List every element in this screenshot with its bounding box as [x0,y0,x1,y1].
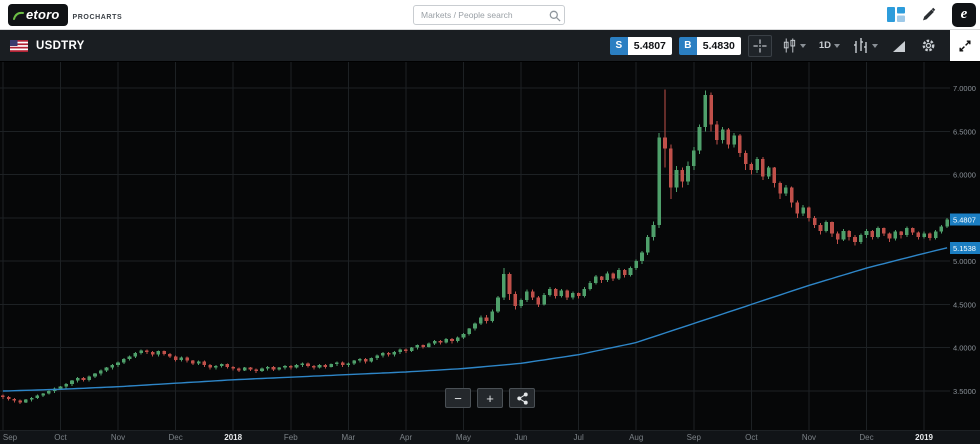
crosshair-button[interactable] [747,34,772,57]
zoom-controls: − + [445,388,535,408]
us-flag-icon [10,39,28,52]
buy-letter: B [678,36,697,55]
candles [1,89,949,405]
instrument-symbol: USDTRY [36,39,85,52]
svg-text:5.1538: 5.1538 [953,244,976,253]
price-badge: 5.1538 [950,241,980,254]
search-input[interactable] [413,5,565,25]
pencil-icon[interactable] [921,7,936,22]
sell-widget[interactable]: S 5.4807 [609,36,672,55]
gear-icon [921,38,936,53]
search-icon [549,9,561,27]
x-axis-label: Feb [283,433,298,442]
x-axis-label: 2019 [915,433,933,442]
x-axis-label: Dec [859,433,874,442]
chart-toolbar: USDTRY S 5.4807 B 5.4830 [0,30,980,62]
y-axis-label: 5.0000 [953,257,976,266]
x-axis-label: Nov [801,433,817,442]
ohlc-bars-icon [853,38,869,53]
chevron-down-icon [799,43,806,48]
x-axis-label: Mar [341,433,356,442]
logo-text: etoro [26,7,60,22]
chevron-down-icon [872,43,878,48]
expand-icon [956,37,974,55]
logo-subtitle: PROCHARTS [72,14,123,21]
chevron-down-icon [834,43,840,48]
settings-button[interactable] [917,35,939,57]
y-axis-label: 4.0000 [953,344,976,353]
price-chart[interactable]: 7.00006.50006.00005.50005.00004.50004.00… [0,62,980,430]
y-axis-label: 7.0000 [953,84,976,93]
timeframe-button[interactable]: 1D [816,35,843,57]
x-axis-label: Apr [399,433,413,442]
svg-text:5.4807: 5.4807 [953,216,976,225]
x-axis-label: Aug [629,433,644,442]
signal-icon [892,39,906,53]
buy-price: 5.4830 [696,36,741,55]
grid-layout-icon[interactable] [887,7,905,22]
x-axis-label: Dec [168,433,183,442]
x-axis-label: Sep [686,433,701,442]
x-axis-label: Nov [110,433,126,442]
chart-type-button[interactable] [779,35,809,57]
candlestick-type-icon [782,38,797,53]
zoom-in-button[interactable]: + [477,388,503,408]
crosshair-icon [752,38,768,54]
y-axis-label: 4.5000 [953,300,976,309]
x-axis-label: May [455,433,472,442]
share-button[interactable] [509,388,535,408]
etoro-logo[interactable]: etoro [8,3,68,26]
sell-price: 5.4807 [627,36,672,55]
fullscreen-button[interactable] [950,30,980,61]
x-axis-label: Jun [514,433,528,442]
etoro-logo-swoosh-icon [13,9,24,21]
indicator-button[interactable] [888,35,910,57]
ohlc-bars-button[interactable] [850,35,881,57]
x-axis-label: Oct [54,433,67,442]
x-axis-label: Sep [2,433,18,442]
zoom-out-button[interactable]: − [445,388,471,408]
timeframe-label: 1D [818,40,831,51]
price-badge: 5.4807 [950,213,980,226]
buy-widget[interactable]: B 5.4830 [678,36,741,55]
x-axis-label: 2018 [224,433,243,442]
y-axis-label: 6.0000 [953,171,976,180]
share-icon [516,391,529,405]
chart-region: 7.00006.50006.00005.50005.00004.50004.00… [0,62,980,444]
y-axis-label: 6.5000 [953,127,976,136]
gridlines: 7.00006.50006.00005.50005.00004.50004.00… [0,62,976,430]
search-box [413,5,565,25]
x-axis-label: Oct [745,433,758,442]
x-axis-label: Jul [573,433,584,442]
top-header: etoro PROCHARTS e [0,0,980,30]
moving-average-line [2,247,948,392]
sell-letter: S [609,36,628,55]
time-axis[interactable]: Sep Oct Nov Dec 2018 Feb Mar Apr May Jun Jul Aug Sep… [0,430,980,444]
etoro-app-icon[interactable]: e [952,2,976,27]
y-axis-label: 3.5000 [953,387,976,396]
